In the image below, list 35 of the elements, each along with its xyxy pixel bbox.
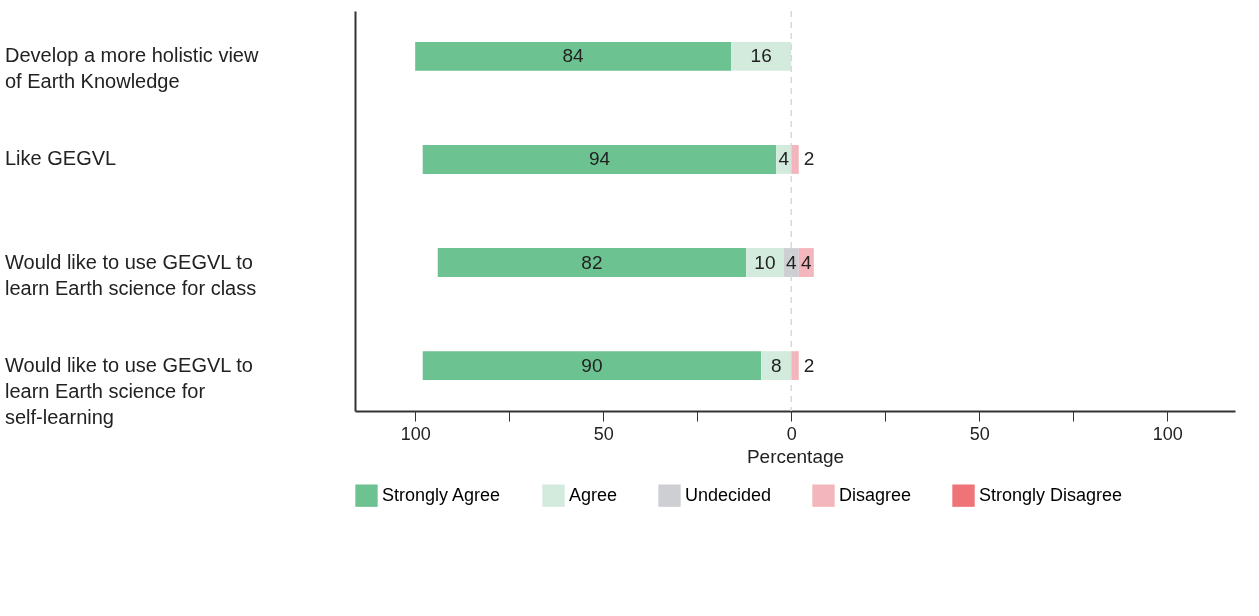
legend-label: Disagree: [839, 484, 912, 505]
legend-label: Agree: [569, 484, 618, 505]
data-label: 94: [588, 148, 611, 170]
x-tick-label: 0: [786, 423, 797, 444]
data-label: 2: [803, 354, 815, 376]
bar: [422, 145, 777, 174]
x-tick-label: 50: [969, 423, 990, 444]
data-label: 10: [754, 251, 776, 273]
data-label: 8: [770, 354, 782, 376]
data-label: 2: [803, 148, 815, 170]
y-tick-label: Like GEGVL: [5, 147, 117, 170]
y-tick-label: Would like to use GEGVL to learn Earth science for self-learning: [5, 353, 253, 428]
legend-label: Strongly Agree: [382, 484, 501, 505]
data-label: 4: [800, 251, 812, 273]
legend-label: Strongly Disagree: [979, 484, 1123, 505]
bar: [746, 248, 784, 277]
bar: [731, 41, 792, 71]
x-tick-label: 100: [400, 423, 431, 444]
x-tick-label: 100: [1152, 423, 1183, 444]
data-label: 82: [581, 251, 603, 273]
bar: [422, 351, 762, 381]
y-tick-label: Would like to use GEGVL to learn Earth science for class: [5, 250, 257, 299]
data-label: 84: [562, 45, 585, 67]
x-tick-label: 50: [593, 423, 614, 444]
y-tick-label: Develop a more holistic view of Earth Knowledge: [5, 44, 259, 93]
bar: [415, 41, 732, 71]
x-axis-title: Percentage: [746, 445, 845, 467]
data-label: 4: [778, 148, 790, 170]
data-label: 4: [785, 251, 797, 273]
legend-label: Undecided: [685, 484, 772, 505]
bar: [791, 145, 799, 174]
data-label: 90: [581, 354, 603, 376]
bar: [791, 351, 799, 381]
bar: [437, 248, 747, 277]
data-label: 16: [750, 45, 772, 67]
